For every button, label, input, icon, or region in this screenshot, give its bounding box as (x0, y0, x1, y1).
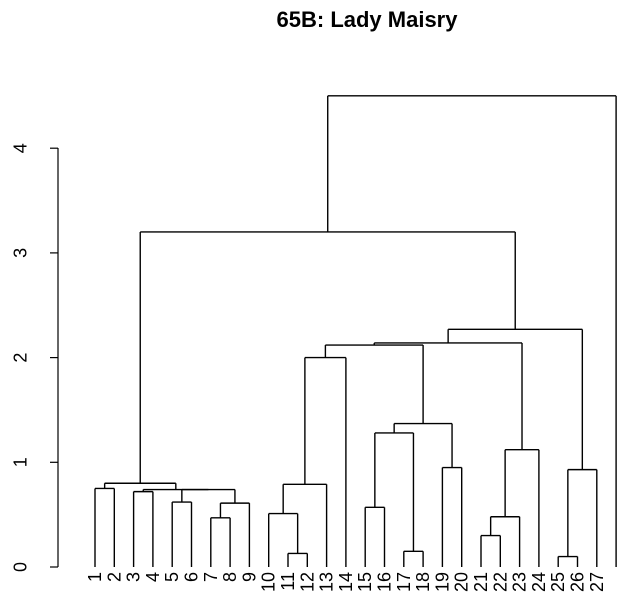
leaf-label: 1 (85, 572, 105, 582)
leaf-label: 19 (432, 572, 452, 592)
leaf-label: 10 (259, 572, 279, 592)
leaf-label: 26 (568, 572, 588, 592)
leaf-label: 23 (510, 572, 530, 592)
leaf-label: 20 (452, 572, 472, 592)
leaf-label: 27 (587, 572, 607, 592)
leaf-label: 25 (548, 572, 568, 592)
y-tick-label: 0 (10, 562, 30, 572)
leaf-label: 24 (529, 572, 549, 592)
y-tick-label: 3 (10, 248, 30, 258)
leaf-label: 22 (490, 572, 510, 592)
leaf-label: 4 (143, 572, 163, 582)
leaf-label: 13 (317, 572, 337, 592)
chart-title: 65B: Lady Maisry (277, 7, 459, 32)
leaf-label: 16 (375, 572, 395, 592)
leaf-label: 21 (471, 572, 491, 592)
y-tick-label: 1 (10, 457, 30, 467)
leaf-labels: 1 2 3 4 5 6 7 8 9 10 11 12 13 14 15 16 17 18 19 20 21 22 23 24 2… (85, 572, 607, 592)
leaf-label: 6 (182, 572, 202, 582)
y-tick-label: 4 (10, 143, 30, 153)
leaf-label: 15 (355, 572, 375, 592)
leaf-label: 8 (220, 572, 240, 582)
y-axis: 0 1 2 3 4 (10, 143, 58, 572)
leaf-label: 3 (124, 572, 144, 582)
leaf-label: 5 (162, 572, 182, 582)
leaf-label: 2 (104, 572, 124, 582)
leaf-label: 17 (394, 572, 414, 592)
y-tick-label: 2 (10, 353, 30, 363)
leaf-label: 14 (336, 572, 356, 592)
leaf-label: 18 (413, 572, 433, 592)
leaf-label: 7 (201, 572, 221, 582)
leaf-label: 12 (297, 572, 317, 592)
dendrogram-links (94, 95, 617, 567)
leaf-label: 11 (278, 572, 298, 591)
leaf-label: 9 (239, 572, 259, 582)
